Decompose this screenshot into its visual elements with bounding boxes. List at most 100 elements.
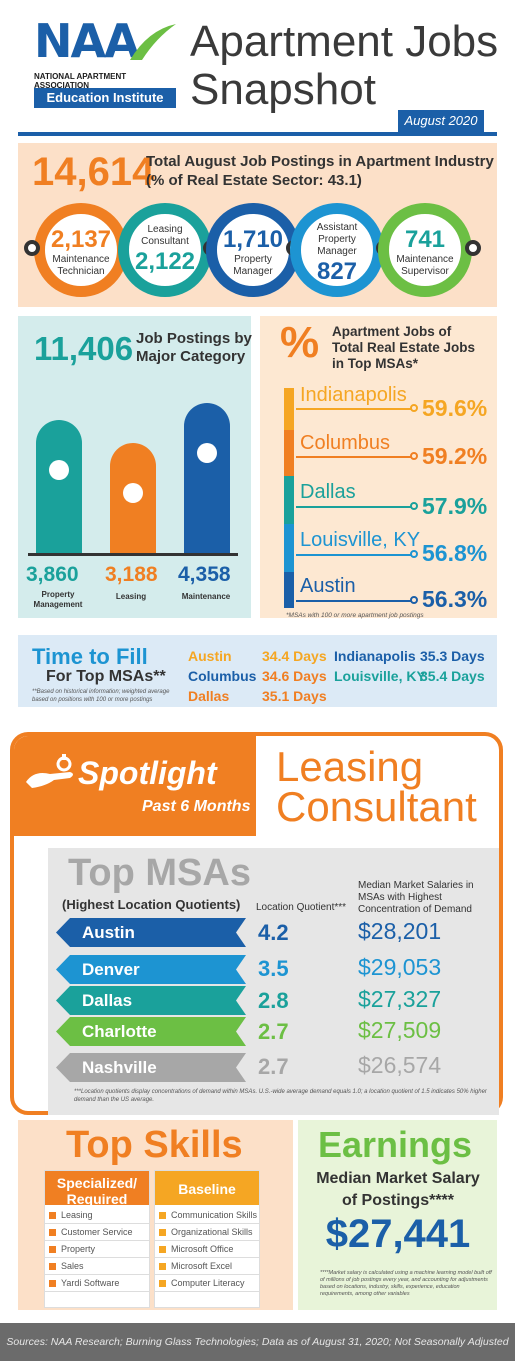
msa-ribbon-denver: Denver [56, 955, 246, 984]
date-badge: August 2020 [398, 110, 484, 132]
category-baseline [28, 553, 238, 556]
skill-item: Microsoft Office [155, 1241, 259, 1258]
msa-share-section [260, 316, 497, 618]
lq-footnote: ***Location quotients display concentrat… [74, 1089, 487, 1103]
msa-leader-dot-icon [410, 550, 418, 558]
bullet-square-icon [159, 1246, 166, 1253]
category-bar [36, 420, 82, 553]
skill-item: Communication Skills [155, 1207, 259, 1224]
top-skills-title: Top Skills [66, 1124, 243, 1166]
skill-label: Microsoft Excel [171, 1261, 233, 1271]
category-heading-line1: Job Postings by [136, 330, 252, 347]
median-salary-value: $27,441 [325, 1212, 471, 1256]
msa-bar-segment [284, 430, 294, 476]
spotlight-role-line1: Leasing [276, 743, 424, 790]
skill-label: Customer Service [61, 1227, 133, 1237]
bullet-square-icon [49, 1280, 56, 1287]
msa-value-indianapolis: 59.6% [422, 395, 488, 421]
msa-leader-line [296, 408, 414, 410]
category-heading-line2: Major Category [136, 348, 246, 365]
role-value: 1,710 [222, 226, 284, 253]
lq-nashville: 2.7 [258, 1054, 289, 1079]
spotlight-header [14, 736, 256, 836]
label-line: Property [41, 590, 75, 599]
role-ring-leasing-consultant: Leasing Consultant 2,122 [118, 203, 212, 297]
specialized-skills-card: Specialized/ Required Leasing Customer S… [44, 1170, 150, 1308]
msa-leader-line [296, 456, 414, 458]
role-ring-assistant-property-manager: Assistant Property Manager 827 [290, 203, 384, 297]
ttf-footnote: **Based on historical information; weigh… [32, 689, 170, 703]
bullet-square-icon [49, 1212, 56, 1219]
label-line: Management [33, 600, 83, 609]
msa-city-indianapolis: Indianapolis [300, 384, 407, 406]
earnings-subtitle-line2: of Postings**** [341, 1192, 454, 1209]
skill-item: Customer Service [45, 1224, 149, 1241]
skill-label: Leasing [61, 1210, 93, 1220]
skill-item: Sales [45, 1258, 149, 1275]
baseline-skills-card: Baseline Communication Skills Organizati… [154, 1170, 260, 1308]
msa-leader-line [296, 600, 414, 602]
role-label: Property Manager [233, 254, 273, 277]
header-line: Required [66, 1191, 128, 1207]
total-postings-label: Total August Job Postings in Apartment I… [146, 153, 494, 170]
earnings-section [298, 1120, 497, 1310]
bullet-square-icon [49, 1263, 56, 1270]
role-label: Assistant Property Manager [316, 222, 358, 257]
lq-austin: 4.2 [258, 920, 289, 945]
ttf-title: Time to Fill [32, 644, 148, 669]
header-rule [18, 132, 497, 136]
specialized-skills-header: Specialized/ Required [45, 1171, 149, 1207]
real-estate-share: (% of Real Estate Sector: 43.1) [146, 172, 362, 189]
skill-label: Computer Literacy [171, 1278, 245, 1288]
category-value-maintenance: 4,358 [178, 563, 231, 586]
msa-share-footnote: *MSAs with 100 or more apartment job pos… [286, 612, 424, 619]
ttf-days-louisville: 35.4 Days [420, 668, 485, 684]
skill-label: Sales [61, 1261, 84, 1271]
heading-line: Apartment Jobs of [332, 324, 452, 339]
msa-leader-line [296, 554, 414, 556]
msa-city-louisville: Louisville, KY [300, 529, 421, 551]
role-label: Maintenance Supervisor [396, 254, 454, 277]
bullet-square-icon [159, 1229, 166, 1236]
ttf-city-austin: Austin [188, 648, 232, 664]
hand-key-icon [26, 754, 73, 788]
msa-city-dallas: Dallas [300, 481, 356, 503]
bullet-square-icon [49, 1246, 56, 1253]
page-title-line1: Apartment Jobs [190, 17, 499, 66]
msa-bar-segment [284, 524, 294, 572]
skill-item: Leasing [45, 1207, 149, 1224]
earnings-footnote: ****Market salary is calculated using a … [320, 1270, 492, 1297]
msa-city-austin: Austin [300, 575, 356, 597]
bar-dot-icon [123, 483, 143, 503]
skill-item: Microsoft Excel [155, 1258, 259, 1275]
ttf-days-dallas: 35.1 Days [262, 688, 327, 704]
msa-leader-dot-icon [410, 452, 418, 460]
spotlight-role-line2: Consultant [276, 783, 477, 830]
spotlight-badge: Spotlight [78, 755, 217, 791]
role-ring-maintenance-technician: 2,137 Maintenance Technician [34, 203, 128, 297]
total-postings-count: 14,614 [32, 150, 155, 194]
earnings-subtitle-line1: Median Market Salary [316, 1170, 480, 1187]
skill-item: Yardi Software [45, 1275, 149, 1292]
earnings-title: Earnings [318, 1124, 473, 1165]
msa-leader-line [296, 506, 414, 508]
ttf-subtitle: For Top MSAs** [46, 668, 166, 685]
page-title-line2: Snapshot [190, 65, 376, 114]
lq-denver: 3.5 [258, 956, 289, 981]
bar-dot-icon [197, 443, 217, 463]
ttf-days-indianapolis: 35.3 Days [420, 648, 485, 664]
ttf-city-columbus: Columbus [188, 668, 257, 684]
category-label-maintenance: Maintenance [181, 592, 231, 601]
bullet-square-icon [159, 1280, 166, 1287]
bullet-square-icon [159, 1212, 166, 1219]
top-msas-subtitle: (Highest Location Quotients) [62, 897, 241, 912]
msa-share-heading: Apartment Jobs of Total Real Estate Jobs… [332, 324, 475, 372]
percent-icon: % [280, 318, 320, 367]
role-value: 741 [404, 226, 446, 253]
salary-column-header: Median Market Salaries in MSAs with High… [358, 880, 474, 915]
skill-item: Organizational Skills [155, 1224, 259, 1241]
category-label-leasing: Leasing [115, 592, 147, 601]
ring-knob-icon [24, 240, 40, 256]
logo-institute: Education Institute [34, 88, 176, 108]
msa-leader-dot-icon [410, 596, 418, 604]
